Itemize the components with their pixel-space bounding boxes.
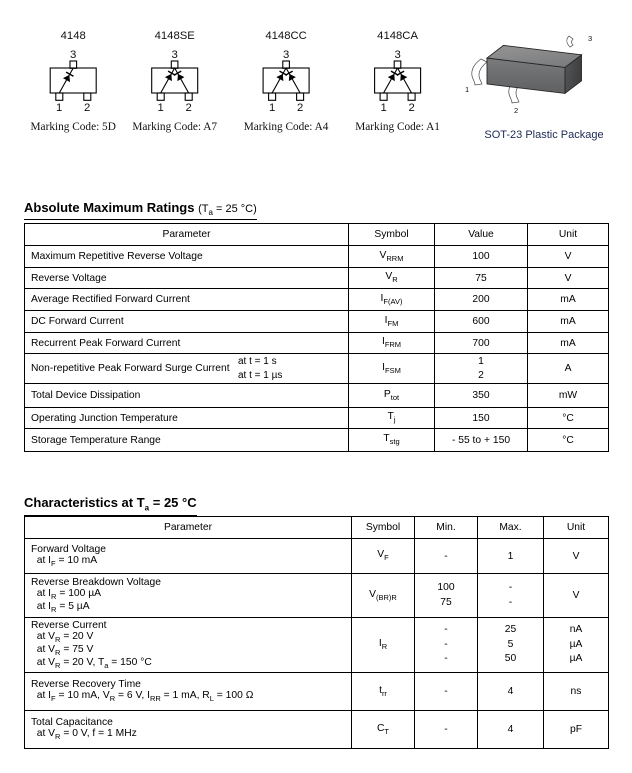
svg-text:SOT-23 Plastic Package: SOT-23 Plastic Package	[484, 129, 603, 141]
svg-text:Marking Code: A7: Marking Code: A7	[132, 121, 217, 133]
svg-text:Marking Code: A4: Marking Code: A4	[244, 121, 329, 133]
svg-text:1: 1	[158, 102, 164, 114]
svg-text:Marking Code: A1: Marking Code: A1	[355, 121, 440, 133]
svg-text:1: 1	[56, 102, 62, 114]
svg-text:2: 2	[514, 106, 518, 115]
svg-text:1: 1	[269, 102, 275, 114]
svg-text:3: 3	[394, 49, 400, 61]
svg-text:3: 3	[588, 34, 592, 43]
svg-text:1: 1	[465, 85, 469, 94]
svg-text:4148SE: 4148SE	[155, 30, 196, 42]
svg-text:3: 3	[283, 49, 289, 61]
svg-text:4148CA: 4148CA	[377, 30, 418, 42]
svg-text:4148CC: 4148CC	[265, 30, 306, 42]
svg-text:1: 1	[380, 102, 386, 114]
svg-text:2: 2	[84, 102, 90, 114]
svg-text:3: 3	[172, 49, 178, 61]
svg-text:Marking Code: 5D: Marking Code: 5D	[31, 121, 116, 133]
svg-text:2: 2	[297, 102, 303, 114]
svg-text:2: 2	[186, 102, 192, 114]
svg-text:3: 3	[70, 49, 76, 61]
svg-text:4148: 4148	[61, 30, 86, 42]
svg-text:2: 2	[408, 102, 414, 114]
